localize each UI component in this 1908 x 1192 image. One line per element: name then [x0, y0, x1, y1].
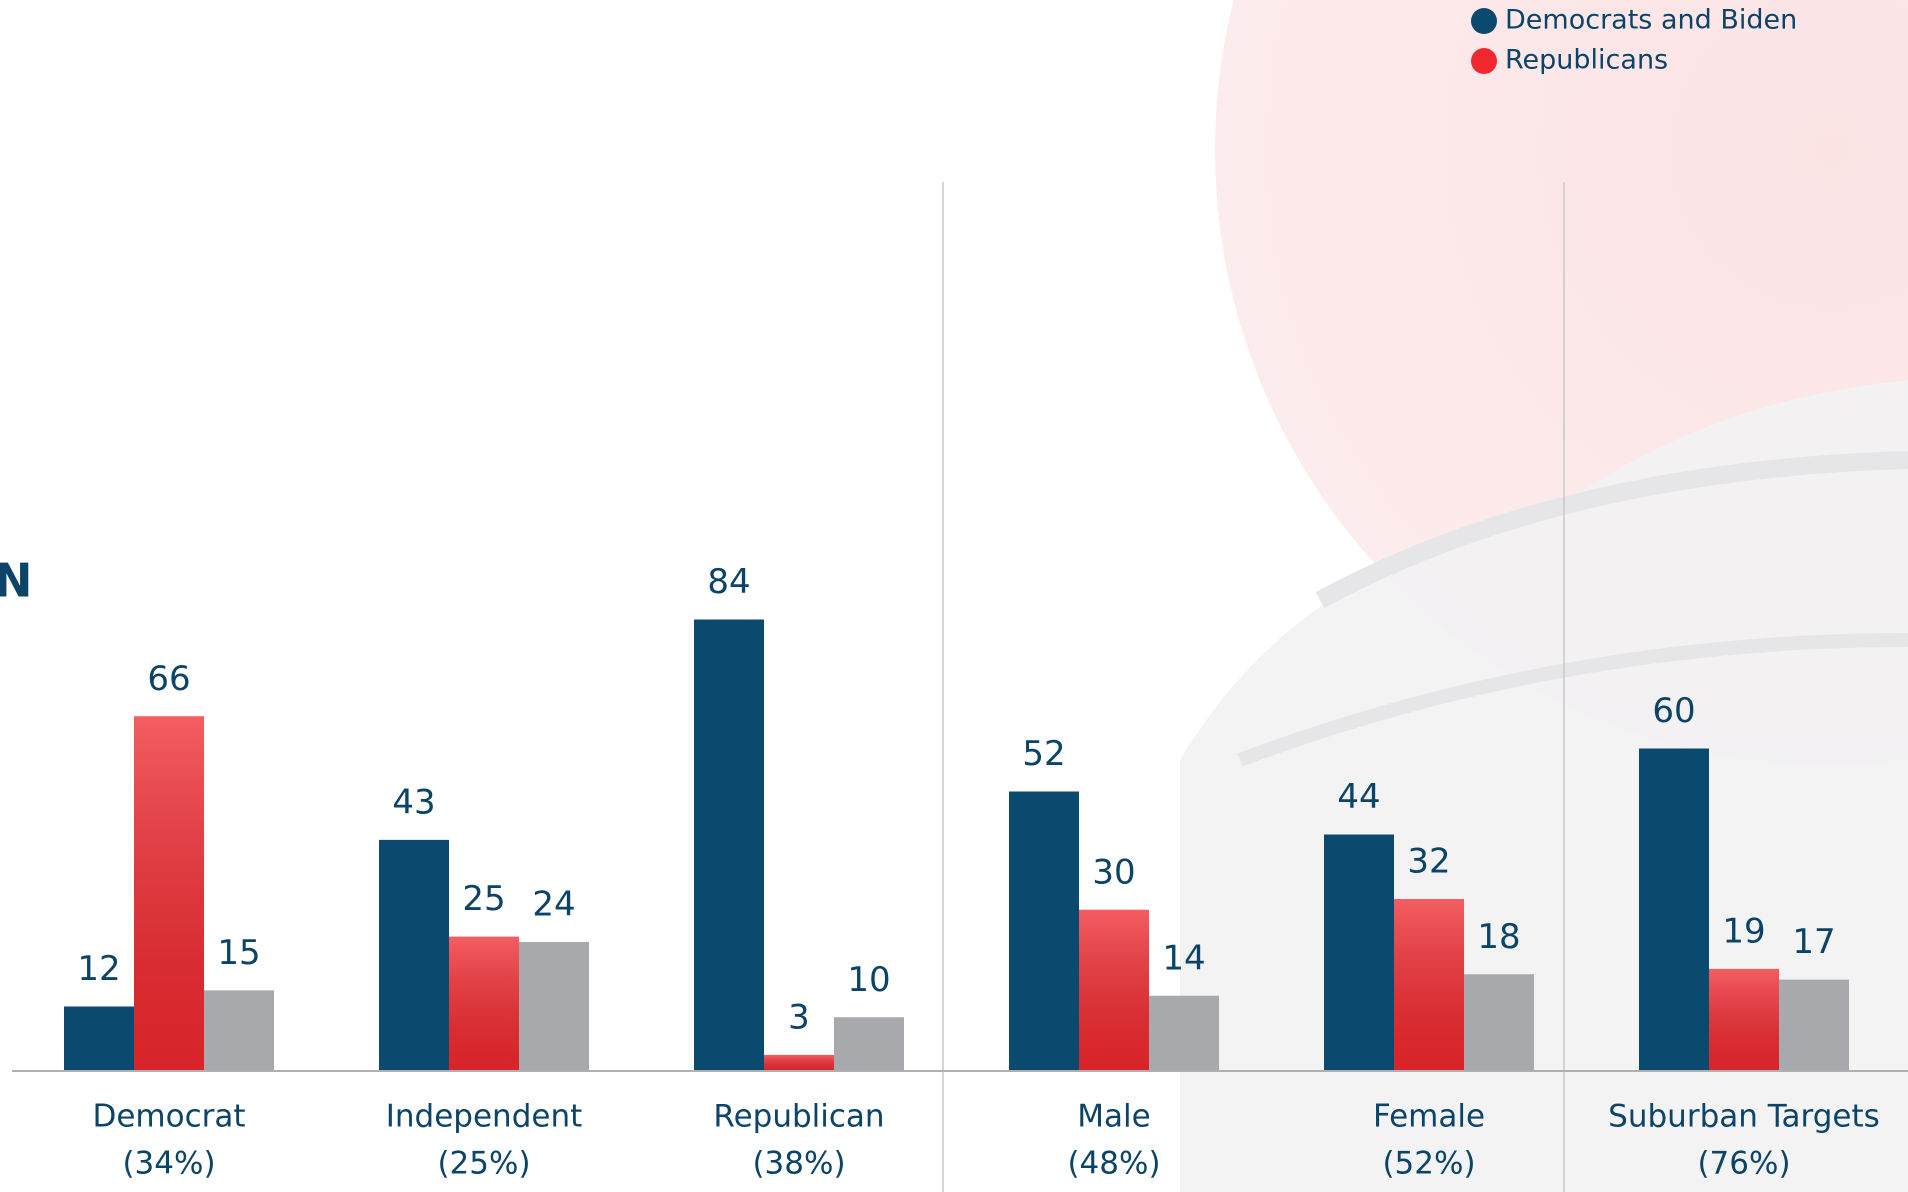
data-label: 3: [788, 997, 810, 1037]
x-tick-label: Suburban Targets: [1608, 1099, 1880, 1135]
legend-marker: [1471, 8, 1497, 34]
data-label: 60: [1652, 691, 1695, 731]
x-tick-label: (34%): [122, 1146, 215, 1182]
bar: [1779, 979, 1849, 1071]
data-label: 19: [1722, 911, 1765, 951]
bar: [379, 839, 449, 1071]
data-label: 43: [392, 782, 435, 822]
data-label: 52: [1022, 734, 1065, 774]
data-label: 25: [462, 879, 505, 919]
x-tick-label: Democrat: [92, 1099, 245, 1135]
bar: [1009, 791, 1079, 1071]
bar-shade: [449, 936, 519, 1071]
bar: [204, 990, 274, 1071]
data-label: 32: [1407, 842, 1450, 882]
plot-area: Democrat (34%) 12 66 15 Independent (25%) 43 25 2…: [64, 562, 1880, 1182]
bar: [1324, 834, 1394, 1071]
x-tick-label: Independent: [386, 1099, 583, 1135]
x-tick-label: Male: [1077, 1099, 1150, 1135]
bar: [694, 619, 764, 1071]
data-label: 66: [147, 659, 190, 699]
x-tick-label: (76%): [1697, 1146, 1790, 1182]
bar-shade: [134, 716, 204, 1071]
bar: [1149, 995, 1219, 1071]
data-label: 30: [1092, 852, 1135, 892]
legend-label: Republicans: [1505, 45, 1668, 76]
bar-shade: [1079, 909, 1149, 1071]
data-label: 17: [1792, 922, 1835, 962]
data-label: 24: [532, 885, 575, 925]
data-label: 44: [1337, 777, 1380, 817]
bar: [519, 942, 589, 1071]
x-tick-label: (38%): [752, 1146, 845, 1182]
bar: [1639, 748, 1709, 1071]
data-label: 10: [847, 960, 890, 1000]
bar: [64, 1006, 134, 1071]
data-label: 15: [217, 933, 260, 973]
bar: [1464, 974, 1534, 1071]
data-label: 14: [1162, 938, 1205, 978]
bar-shade: [764, 1054, 834, 1071]
x-tick-label: (25%): [437, 1146, 530, 1182]
x-tick-label: (48%): [1067, 1146, 1160, 1182]
chart-title: N: [0, 554, 33, 608]
x-tick-label: Republican: [713, 1099, 884, 1135]
bar: [834, 1017, 904, 1071]
bar-shade: [1394, 899, 1464, 1071]
data-label: 18: [1477, 917, 1520, 957]
data-label: 84: [707, 562, 750, 602]
data-label: 12: [77, 949, 120, 989]
x-tick-label: (52%): [1382, 1146, 1475, 1182]
x-tick-label: Female: [1373, 1099, 1485, 1135]
legend: Democrats and Biden Republicans: [1471, 5, 1797, 76]
bar-shade: [1709, 968, 1779, 1071]
legend-marker: [1471, 48, 1497, 74]
legend-label: Democrats and Biden: [1505, 5, 1797, 36]
